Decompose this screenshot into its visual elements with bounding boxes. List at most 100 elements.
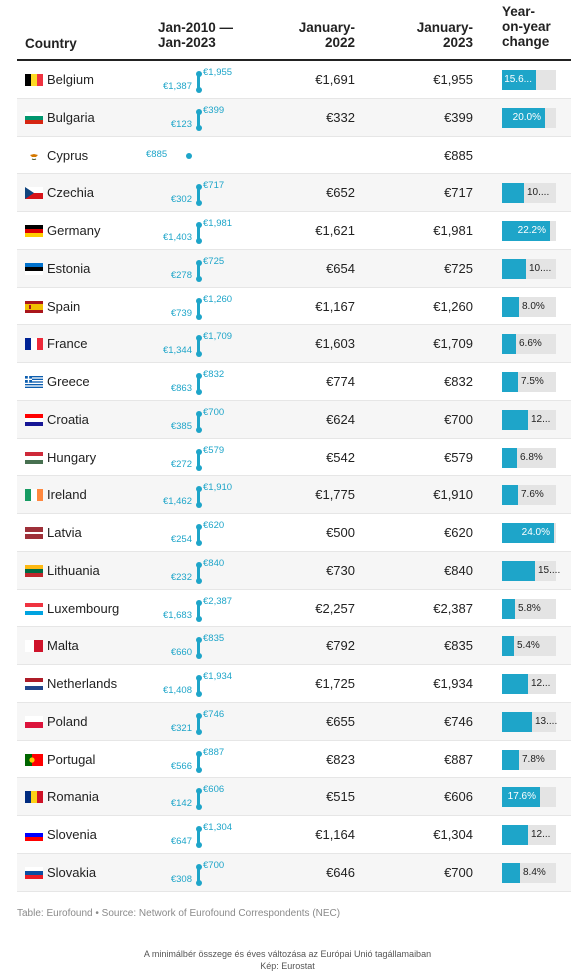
table-row: Netherlands €1,408 €1,934 €1,725 €1,934 12... (17, 665, 571, 703)
range-low-dot (195, 275, 202, 282)
country-name: Cyprus (47, 147, 89, 163)
range-low-dot (195, 577, 202, 584)
yoy-bar-track: 8.4% (502, 862, 556, 883)
value-jan2023: €887 (444, 751, 473, 767)
range-high-label: €2,387 (203, 595, 233, 607)
value-jan2023: €1,955 (433, 72, 473, 87)
table-row: Bulgaria €123 €399 €332 €399 20.0% (17, 98, 571, 137)
table-row: Belgium €1,387 €1,955 €1,691 €1,955 15.6... (17, 61, 571, 99)
range-high-dot (195, 486, 202, 493)
bg-flag-icon (25, 111, 43, 124)
header-country[interactable]: Country (25, 36, 77, 51)
range-stem (197, 602, 200, 619)
es-flag-icon (25, 300, 43, 313)
range-mini-chart: €308 €700 (157, 854, 267, 892)
value-jan2022: €515 (326, 789, 355, 805)
yoy-bar-track: 7.5% (502, 372, 556, 392)
range-low-dot (195, 313, 202, 320)
range-low-dot (195, 389, 202, 395)
range-high-dot (195, 637, 202, 644)
value-jan2023: €1,304 (433, 827, 473, 842)
minimum-wage-table: Country Jan-2010 — Jan-2023 January- 202… (17, 0, 571, 892)
value-jan2023: €606 (444, 789, 473, 805)
range-low-label: €123 (170, 118, 192, 130)
table-row: Greece €863 €832 €774 €832 7.5% (17, 363, 571, 401)
yoy-bar (502, 409, 528, 430)
table-row: Lithuania €232 €840 €730 €840 15.... (17, 551, 571, 590)
country-name: Romania (47, 789, 100, 805)
range-high-dot (195, 675, 202, 681)
value-jan2022: €655 (326, 713, 355, 729)
yoy-label: 7.6% (521, 489, 544, 501)
yoy-bar (502, 674, 528, 694)
yoy-bar-track: 20.0% (502, 107, 556, 128)
range-low-label: €254 (170, 534, 192, 545)
header-range[interactable]: Jan-2010 — Jan-2023 (158, 20, 234, 50)
range-high-label: €700 (203, 406, 225, 418)
yoy-label: 20.0% (512, 111, 541, 123)
range-low-label: €1,408 (162, 685, 192, 696)
range-high-dot (195, 826, 202, 832)
value-jan2023: €840 (444, 562, 473, 578)
table-row: Slovakia €308 €700 €646 €700 8.4% (17, 853, 571, 892)
value-jan2023: €579 (444, 449, 473, 465)
range-high-label: €1,260 (203, 293, 233, 305)
header-yoy[interactable]: Year- on-year change (502, 4, 551, 49)
range-mini-chart: €302 €717 (157, 174, 267, 212)
range-low-label: €232 (170, 571, 192, 583)
country-name: Ireland (47, 487, 87, 503)
range-low-dot (195, 351, 202, 358)
yoy-bar-track: 6.8% (502, 447, 556, 468)
range-mini-chart: €1,462 €1,910 (157, 476, 267, 514)
yoy-label: 5.4% (517, 640, 540, 652)
range-mini-chart: €739 €1,260 (157, 288, 267, 326)
range-stem (197, 225, 200, 241)
table-row: Poland €321 €746 €655 €746 13.... (17, 702, 571, 741)
range-mini-chart: €1,387 €1,955 (157, 61, 267, 99)
range-stem (197, 111, 200, 128)
yoy-bar (502, 70, 536, 90)
lv-flag-icon (25, 527, 43, 539)
value-jan2022: €1,775 (315, 487, 355, 503)
yoy-label: 12... (531, 413, 551, 425)
range-high-label: €835 (203, 633, 225, 645)
value-jan2023: €399 (444, 109, 473, 125)
range-stem (197, 866, 200, 883)
range-mini-chart: €1,403 €1,981 (157, 212, 267, 250)
range-high-dot (195, 750, 202, 757)
range-single-label: €885 (146, 148, 168, 160)
range-high-label: €1,955 (203, 67, 233, 78)
range-stem (197, 753, 200, 770)
yoy-label: 7.8% (522, 753, 545, 765)
hr-flag-icon (25, 413, 43, 426)
yoy-bar-track: 10.... (502, 183, 556, 204)
range-mini-chart: €232 €840 (157, 552, 267, 590)
value-jan2022: €654 (326, 260, 355, 276)
range-low-label: €1,403 (162, 232, 192, 243)
range-low-label: €1,344 (162, 345, 192, 357)
range-high-label: €887 (203, 746, 225, 758)
yoy-bar (502, 711, 532, 732)
value-jan2023: €832 (444, 374, 473, 389)
value-jan2022: €823 (326, 751, 355, 767)
range-high-dot (195, 108, 202, 115)
table-row: Slovenia €647 €1,304 €1,164 €1,304 12... (17, 816, 571, 854)
value-jan2022: €646 (326, 864, 355, 880)
header-jan2023[interactable]: January- 2023 (416, 20, 473, 50)
pl-flag-icon (25, 715, 43, 728)
value-jan2023: €620 (444, 525, 473, 540)
de-flag-icon (25, 225, 43, 237)
range-high-dot (195, 788, 202, 795)
pt-flag-icon (25, 753, 43, 766)
table-row: Ireland €1,462 €1,910 €1,775 €1,910 7.6% (17, 476, 571, 514)
sk-flag-icon (25, 866, 43, 879)
yoy-label: 8.0% (522, 300, 545, 312)
ee-flag-icon (25, 262, 43, 275)
ie-flag-icon (25, 489, 43, 502)
value-jan2022: €1,167 (315, 298, 355, 314)
value-jan2022: €1,621 (315, 223, 355, 238)
range-high-dot (195, 863, 202, 870)
yoy-bar-track: 10.... (502, 258, 556, 279)
range-high-label: €579 (203, 444, 225, 456)
header-jan2022[interactable]: January- 2022 (298, 20, 355, 50)
